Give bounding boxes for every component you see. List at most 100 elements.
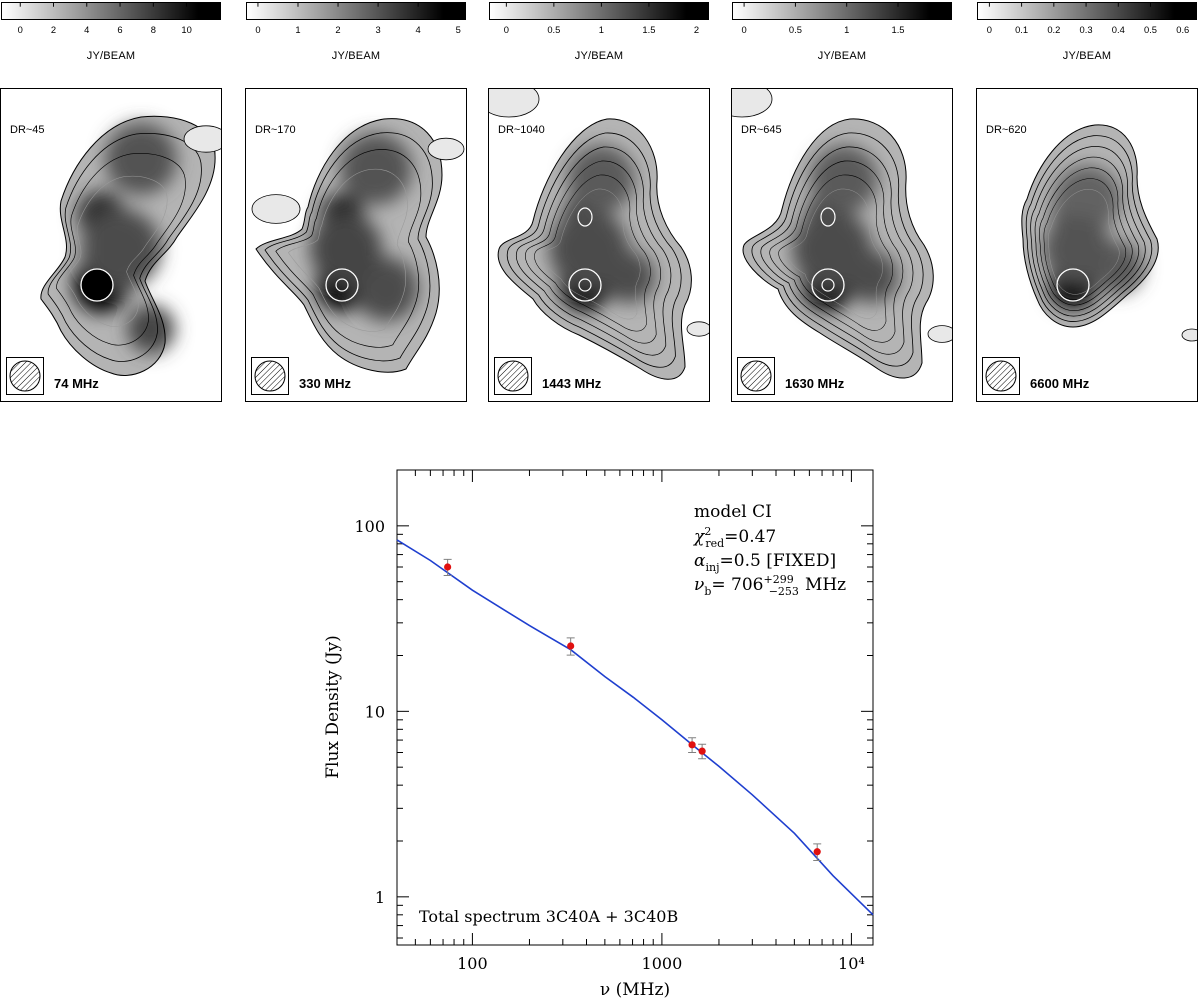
- peak-contour: [811, 268, 845, 302]
- plot-frame: [396, 469, 874, 946]
- contour-level: [1030, 146, 1146, 317]
- dynamic-range-label: DR~620: [986, 124, 1027, 136]
- radio-map: DR~170 330 MHz: [245, 88, 467, 402]
- isolated-contour: [1181, 328, 1197, 342]
- colorbar: [977, 2, 1197, 20]
- colorbar-tick-label: 0: [18, 25, 23, 35]
- y-tick-label: 100: [354, 517, 385, 536]
- dynamic-range-label: DR~1040: [498, 124, 545, 136]
- colorbar-tick-label: 0.5: [547, 25, 560, 35]
- contour-outer: [40, 115, 216, 376]
- beam-ellipse-icon: [9, 360, 41, 392]
- annotation-alpha: αinj=0.5 [FIXED]: [694, 551, 836, 574]
- colorbar-tick-label: 1.5: [642, 25, 655, 35]
- colorbar-unit-label: JY/BEAM: [86, 50, 136, 62]
- colorbar-tick-label: 0.6: [1176, 25, 1189, 35]
- colorbar-tick-label: 0.2: [1047, 25, 1060, 35]
- colorbar-tick-label: 0: [504, 25, 509, 35]
- emission-cores: [549, 145, 655, 311]
- map-panel: 0 2 4 6 8 10 JY/BEAM DR~45 74 MHz: [0, 0, 224, 410]
- contour-level: [525, 160, 661, 344]
- frequency-label: 1630 MHz: [785, 376, 845, 391]
- data-points-group: [443, 558, 822, 861]
- isolated-contour: [732, 89, 773, 118]
- contour-outer: [497, 118, 692, 380]
- fit-curve-group: [396, 539, 874, 916]
- colorbar-unit-label: JY/BEAM: [331, 50, 381, 62]
- beam-ellipse-icon: [740, 360, 772, 392]
- contour-level: [264, 132, 433, 362]
- isolated-contour: [686, 321, 709, 337]
- emission-core: [792, 209, 872, 289]
- beam-box: [982, 357, 1020, 395]
- contour-level: [288, 168, 408, 332]
- map-panel: 0 1 2 3 4 5 JY/BEAM DR~170 330 MHz: [245, 0, 469, 410]
- colorbar-tick-label: 1: [599, 25, 604, 35]
- radio-map: DR~45 74 MHz: [0, 88, 222, 402]
- radio-map-image: [489, 89, 709, 380]
- beam-ellipse-icon: [497, 360, 529, 392]
- peak-contour-inner: [335, 278, 349, 292]
- dynamic-range-label: DR~170: [255, 124, 296, 136]
- radio-map: DR~1040 1443 MHz: [488, 88, 710, 402]
- beam-box: [6, 357, 44, 395]
- colorbar: [732, 2, 952, 20]
- peak-contour: [1056, 268, 1090, 302]
- colorbar-ticks: 0 1 2 3 4 5: [255, 2, 461, 35]
- emission-core: [127, 305, 175, 353]
- colorbar-tick-label: 0: [741, 25, 746, 35]
- contour-level: [769, 160, 904, 343]
- contour-level: [515, 146, 672, 356]
- contour-level: [1039, 167, 1133, 306]
- break-plus: +299: [764, 573, 794, 586]
- x-tick-labels: 100 1000 10⁴: [457, 954, 865, 973]
- annotation-chi2: χ2 red=0.47: [693, 525, 776, 550]
- beam-box: [494, 357, 532, 395]
- beam-box: [737, 357, 775, 395]
- colorbar-ticks: 0 2 4 6 8 10: [18, 2, 192, 35]
- map-panel: 0 0.1 0.2 0.3 0.4 0.5 0.6 JY/BEAM DR~620 6600 MHz: [976, 0, 1200, 410]
- radio-map-image: [40, 115, 221, 376]
- contour-level: [1048, 189, 1120, 295]
- emission-core: [810, 145, 878, 213]
- x-tick-label: 10⁴: [838, 954, 865, 973]
- dynamic-range-label: DR~45: [10, 124, 45, 136]
- contour-level: [506, 132, 682, 368]
- emission-core: [1043, 215, 1111, 283]
- peak-contour: [325, 268, 359, 302]
- radio-map-image: [732, 89, 952, 379]
- radio-map: DR~620 6600 MHz: [976, 88, 1198, 402]
- colorbar-tick-label: 2: [51, 25, 56, 35]
- frequency-label: 330 MHz: [299, 376, 352, 391]
- contour-level: [778, 174, 894, 331]
- y-tick-label: 1: [375, 888, 385, 907]
- x-tick-label: 1000: [642, 954, 683, 973]
- contour-level: [760, 146, 914, 355]
- colorbar-tick-label: 0.5: [1144, 25, 1157, 35]
- emission-cores: [1043, 165, 1143, 309]
- peak-contour: [568, 268, 602, 302]
- contour-level: [543, 188, 641, 320]
- beam-ellipse-icon: [985, 360, 1017, 392]
- emission-core: [567, 145, 635, 213]
- data-point: [688, 741, 696, 749]
- x-axis-label: ν (MHz): [600, 980, 670, 1000]
- y-axis-label: Flux Density (Jy): [323, 635, 343, 779]
- secondary-peak-contour: [820, 207, 836, 227]
- x-tick-marks: [396, 470, 852, 945]
- colorbar-ticks: 0 0.1 0.2 0.3 0.4 0.5 0.6: [987, 2, 1189, 35]
- beam-box: [251, 357, 289, 395]
- secondary-peak-contour: [577, 207, 593, 227]
- emission-cores: [792, 145, 898, 311]
- break-value: 706: [731, 575, 763, 595]
- frequency-label: 74 MHz: [54, 376, 99, 391]
- dynamic-range-label: DR~645: [741, 124, 782, 136]
- isolated-contour: [427, 137, 465, 161]
- map-panel: 0 0.5 1 1.5 2 JY/BEAM DR~1040 1443 MHz: [488, 0, 712, 410]
- spectrum-chart: model CI χ2 red=0.47 αinj=0.5 [FIXED] νb=…: [323, 469, 874, 1000]
- contour-level: [275, 149, 422, 348]
- peak-contour-inner: [821, 278, 835, 292]
- colorbar-ticks: 0 0.5 1 1.5: [741, 2, 905, 35]
- colorbar-tick-label: 2: [694, 25, 699, 35]
- isolated-contour: [183, 125, 221, 153]
